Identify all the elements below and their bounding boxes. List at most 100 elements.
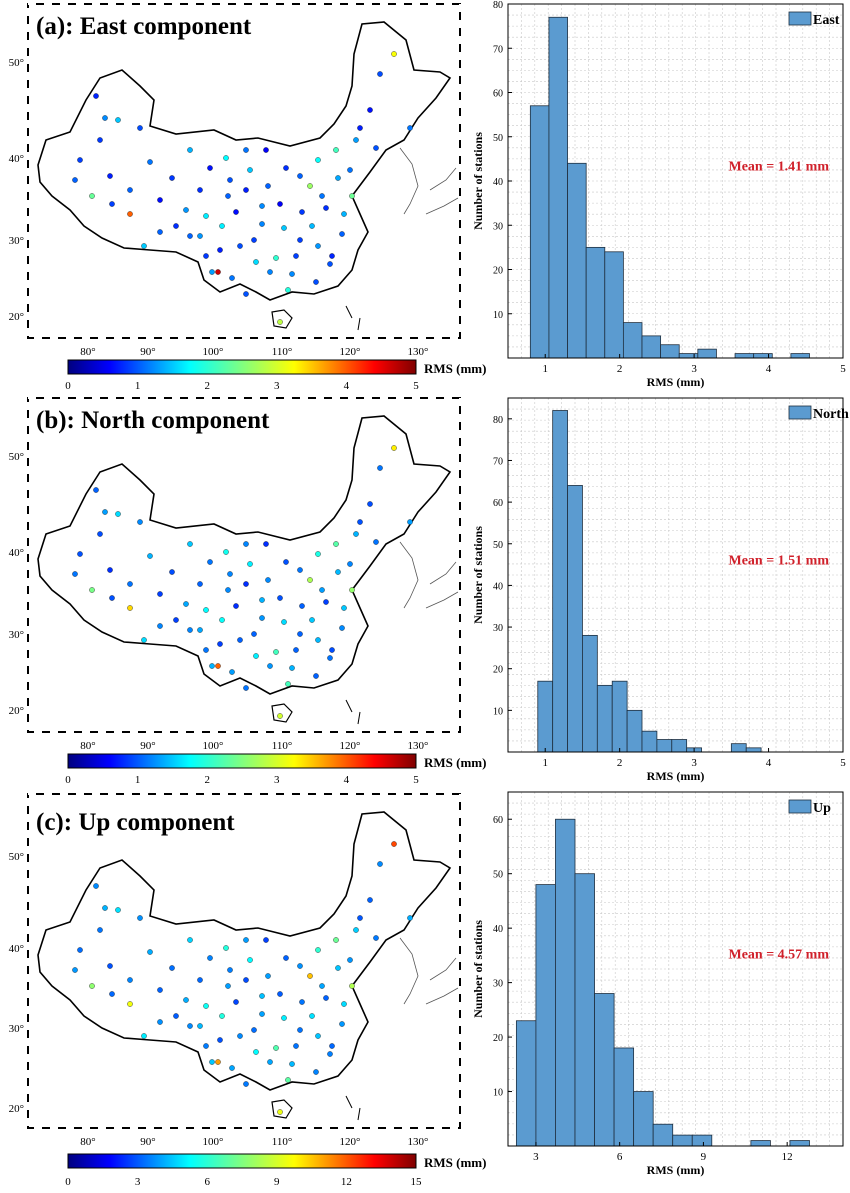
histogram-bar xyxy=(535,884,556,1147)
map-lat-ticks: 20° 30° 40° 50° xyxy=(9,451,24,717)
lat-tick-label: 50° xyxy=(9,57,24,69)
map-lon-ticks: 80° 90° 100° 110° 120° 130° xyxy=(80,740,428,752)
legend-label: Up xyxy=(813,801,831,816)
station-marker xyxy=(102,905,108,911)
colorbar-tick-label: 2 xyxy=(204,774,210,786)
histogram-bar xyxy=(537,680,554,753)
station-marker xyxy=(187,627,193,633)
station-marker xyxy=(107,567,113,573)
histogram-bar xyxy=(555,818,576,1147)
station-marker xyxy=(267,269,273,275)
station-marker xyxy=(313,1069,319,1075)
map-lon-ticks: 80° 90° 100° 110° 120° 130° xyxy=(80,346,428,358)
y-tick-label: 10 xyxy=(493,310,503,321)
station-marker xyxy=(197,233,203,239)
lon-tick-label: 130° xyxy=(408,346,429,358)
station-marker xyxy=(187,233,193,239)
colorbar-gradient xyxy=(67,753,417,769)
station-marker xyxy=(237,1033,243,1039)
histogram-bar xyxy=(641,730,658,753)
axes-frame xyxy=(507,397,844,753)
station-marker xyxy=(219,1013,225,1019)
station-marker xyxy=(102,115,108,121)
x-tick-label: 9 xyxy=(701,1151,707,1163)
lon-tick-label: 120° xyxy=(340,346,361,358)
station-marker xyxy=(169,569,175,575)
colorbar-ticks: 0 3 6 9 12 15 xyxy=(65,1176,422,1188)
colorbar-label: RMS (mm) xyxy=(424,755,486,770)
x-tick-label: 2 xyxy=(617,363,623,375)
china-border xyxy=(37,811,452,1091)
station-marker xyxy=(127,187,133,193)
mean-annotation: Mean = 4.57 mm xyxy=(728,947,829,962)
lat-tick-label: 30° xyxy=(9,1023,24,1035)
station-marker xyxy=(169,965,175,971)
station-marker xyxy=(313,279,319,285)
station-marker xyxy=(233,999,239,1005)
station-marker xyxy=(309,617,315,623)
station-marker xyxy=(313,673,319,679)
map-title: (a): East component xyxy=(36,13,252,40)
map-panel-a: (a): East component 80° 90° 100° 110° 12… xyxy=(9,3,486,392)
station-marker xyxy=(327,261,333,267)
station-marker xyxy=(115,511,121,517)
station-marker xyxy=(97,927,103,933)
x-tick-label: 5 xyxy=(840,757,846,769)
station-marker xyxy=(335,965,341,971)
y-tick-label: 50 xyxy=(493,870,503,881)
station-marker xyxy=(187,147,193,153)
colorbar-tick-label: 4 xyxy=(344,380,350,392)
station-marker xyxy=(243,187,249,193)
map-frame-dash xyxy=(27,3,461,339)
japan-coast xyxy=(425,561,459,609)
station-marker xyxy=(357,915,363,921)
x-tick-label: 2 xyxy=(617,757,623,769)
legend-swatch xyxy=(788,405,812,420)
histogram-east: 1 2 3 4 5 10 20 30 40 50 60 70 80 RMS (mm) Number of s… xyxy=(471,0,846,389)
histogram-bar xyxy=(641,335,662,359)
station-marker xyxy=(225,983,231,989)
y-tick-label: 40 xyxy=(493,924,503,935)
histogram-bar xyxy=(567,162,587,359)
histogram-bar xyxy=(730,743,747,753)
china-border xyxy=(37,21,452,301)
station-marker xyxy=(229,275,235,281)
station-marker xyxy=(109,201,115,207)
colorbar-label: RMS (mm) xyxy=(424,361,486,376)
china-outline xyxy=(37,811,459,1121)
station-marker xyxy=(293,1043,299,1049)
lat-tick-label: 20° xyxy=(9,1103,24,1115)
lat-tick-label: 50° xyxy=(9,451,24,463)
station-marker xyxy=(197,977,203,983)
station-marker xyxy=(315,157,321,163)
y-axis-label: Number of stations xyxy=(471,526,485,624)
y-tick-label: 70 xyxy=(493,44,503,55)
station-marker xyxy=(283,165,289,171)
y-tick-label: 60 xyxy=(493,89,503,100)
station-marker xyxy=(323,205,329,211)
station-marker xyxy=(147,553,153,559)
colorbar-tick-label: 3 xyxy=(274,774,280,786)
lon-tick-label: 110° xyxy=(272,346,293,358)
y-tick-label: 10 xyxy=(493,1088,503,1099)
histogram-bar xyxy=(585,246,606,359)
station-marker xyxy=(297,963,303,969)
station-marker xyxy=(225,587,231,593)
station-marker xyxy=(353,531,359,537)
station-marker xyxy=(229,669,235,675)
station-marker xyxy=(341,605,347,611)
station-marker xyxy=(77,947,83,953)
y-tick-label: 10 xyxy=(493,706,503,717)
histogram-bar xyxy=(613,1047,635,1147)
station-marker xyxy=(215,269,221,275)
station-marker xyxy=(229,1065,235,1071)
station-markers xyxy=(72,841,413,1115)
lon-tick-label: 110° xyxy=(272,1136,293,1148)
lon-tick-label: 110° xyxy=(272,740,293,752)
histogram-bar xyxy=(790,353,810,359)
histogram-bar xyxy=(652,1123,674,1147)
lon-tick-label: 100° xyxy=(203,1136,224,1148)
station-marker xyxy=(251,631,257,637)
station-marker xyxy=(297,237,303,243)
station-marker xyxy=(237,243,243,249)
